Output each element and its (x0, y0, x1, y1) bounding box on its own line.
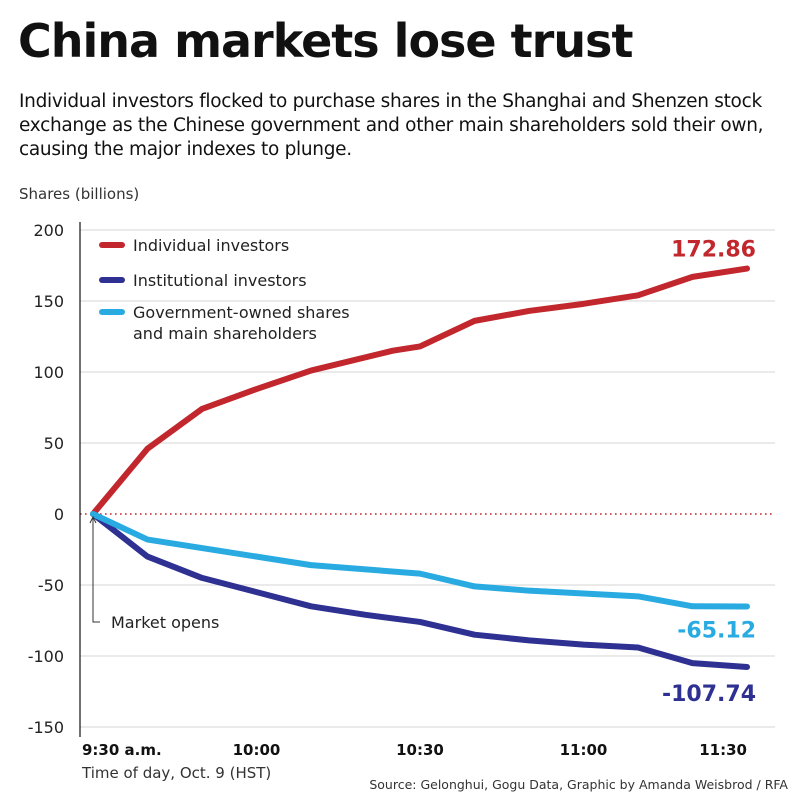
series-line-1 (90, 511, 750, 670)
y-tick-label: 150 (33, 292, 64, 311)
y-axis-label: Shares (billions) (19, 185, 140, 203)
y-tick-label: -100 (28, 647, 64, 666)
x-axis-label: Time of day, Oct. 9 (HST) (82, 764, 272, 782)
series-line-2 (90, 511, 750, 610)
x-tick-label: 10:30 (396, 741, 444, 759)
x-tick-label: 10:00 (233, 741, 281, 759)
x-tick-label: 11:30 (699, 741, 747, 759)
y-tick-label: -50 (38, 576, 64, 595)
legend-label: Government-owned shares (133, 303, 350, 322)
chart-title: China markets lose trust (18, 14, 633, 68)
annotation-arrow (92, 518, 100, 623)
series-line-0 (90, 265, 750, 517)
end-value-label: 172.86 (671, 238, 756, 263)
arrowhead-icon (89, 515, 97, 524)
y-tick-label: 0 (54, 505, 64, 524)
x-tick-label: 11:00 (560, 741, 608, 759)
y-tick-label: 200 (33, 221, 64, 240)
source-note: Source: Gelonghui, Gogu Data, Graphic by… (369, 777, 788, 792)
legend-label: and main shareholders (133, 324, 317, 343)
chart-subtitle: Individual investors flocked to purchase… (19, 91, 764, 160)
annotation-market-opens: Market opens (111, 613, 219, 632)
y-tick-label: 100 (33, 363, 64, 382)
end-value-label: -65.12 (677, 618, 756, 643)
y-tick-label: 50 (44, 434, 64, 453)
y-tick-label: -150 (28, 718, 64, 737)
x-tick-label: 9:30 a.m. (82, 741, 162, 759)
legend-label: Individual investors (133, 236, 289, 255)
legend-label: Institutional investors (133, 271, 307, 290)
end-value-label: -107.74 (662, 682, 756, 707)
